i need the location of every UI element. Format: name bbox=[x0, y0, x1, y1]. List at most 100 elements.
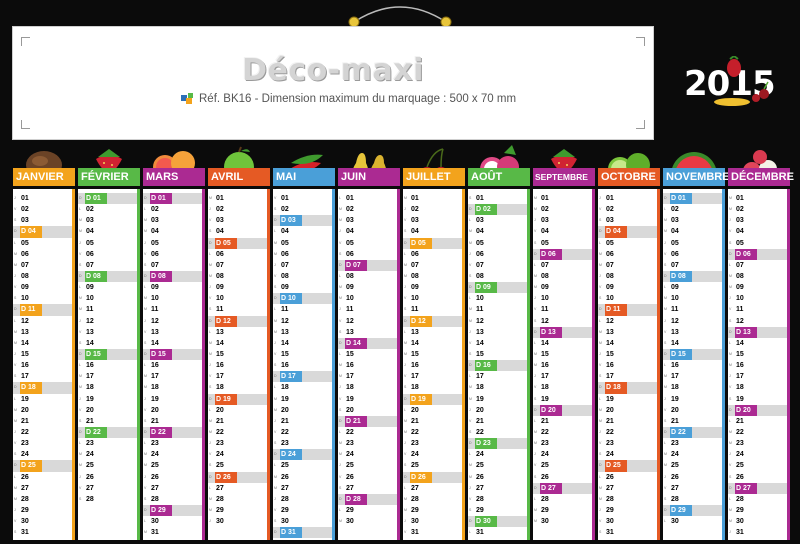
day-row: M 02 bbox=[534, 206, 549, 214]
day-row: J 29 bbox=[14, 507, 29, 514]
day-row: M 28 bbox=[14, 495, 29, 503]
month-column: JUILLET M 01 J 02 V 03 S 04 D D 05 L 06 M 07 M 08 J 09 V 10 S… bbox=[403, 145, 465, 540]
day-row: V 17 bbox=[404, 373, 419, 381]
day-row: L 06 bbox=[209, 250, 224, 258]
day-row: S 10 bbox=[14, 295, 29, 303]
day-row: L 02 bbox=[144, 206, 159, 214]
day-row: S 07 bbox=[144, 261, 159, 269]
day-row: M 28 bbox=[404, 495, 419, 503]
day-row: M 19 bbox=[469, 395, 484, 403]
day-row: V 16 bbox=[599, 362, 614, 370]
month-header: SEPTEMBRE bbox=[533, 168, 595, 186]
day-row: S 05 bbox=[534, 239, 549, 247]
day-row: M 04 bbox=[79, 228, 94, 236]
day-row: M 11 bbox=[469, 306, 484, 314]
day-row: S 07 bbox=[664, 261, 679, 269]
crop-mark bbox=[636, 37, 645, 46]
day-row: S 22 bbox=[469, 429, 484, 436]
day-row: M 16 bbox=[534, 362, 549, 370]
day-row: L 03 bbox=[469, 217, 484, 225]
month-accent-bar bbox=[137, 189, 140, 540]
day-row: S 03 bbox=[599, 217, 614, 225]
day-row: M 14 bbox=[599, 339, 614, 347]
day-row: M 20 bbox=[14, 406, 29, 414]
day-row: V 21 bbox=[469, 417, 484, 425]
day-row: V 04 bbox=[729, 228, 744, 236]
day-row: M 29 bbox=[404, 507, 419, 514]
day-row: M 22 bbox=[209, 429, 224, 436]
day-row: L 31 bbox=[469, 529, 484, 537]
month-header: JUILLET bbox=[403, 168, 465, 186]
month-column: AVRIL M 01 J 02 V 03 S 04 D D 05 L 06 M 07 M 08 J 09 V 10 S 11… bbox=[208, 145, 270, 540]
day-row: M 07 bbox=[209, 261, 224, 269]
month-header: AVRIL bbox=[208, 168, 270, 186]
day-row: M 21 bbox=[209, 417, 224, 425]
month-column: MAI V 01 S 02 D D 03 L 04 M 05 M 06 J 07 V 08 S 09 D D 10 L 11… bbox=[273, 145, 335, 540]
day-row: L 09 bbox=[144, 284, 159, 292]
day-row: L 28 bbox=[729, 495, 744, 503]
day-row: S 27 bbox=[339, 484, 354, 492]
day-row: S 15 bbox=[469, 351, 484, 358]
day-row: S 12 bbox=[729, 317, 744, 325]
day-row: M 22 bbox=[404, 429, 419, 436]
day-row: S 06 bbox=[339, 250, 354, 258]
day-row: V 20 bbox=[664, 406, 679, 414]
day-row: M 23 bbox=[339, 440, 354, 448]
month-days: V 01 S 02 D D 03 L 04 M 05 M 06 J 07 V 08 S 09 D D 10 L 11 M 12… bbox=[273, 189, 335, 540]
day-row: S 11 bbox=[209, 306, 224, 314]
day-row: S 19 bbox=[729, 395, 744, 403]
day-row: M 25 bbox=[664, 462, 679, 470]
day-row: S 29 bbox=[469, 507, 484, 514]
day-row: S 01 bbox=[469, 195, 484, 202]
day-row: M 24 bbox=[79, 451, 94, 459]
day-row: M 27 bbox=[14, 484, 29, 492]
day-row: M 26 bbox=[274, 473, 289, 481]
day-row: J 18 bbox=[339, 384, 354, 392]
month-days: S 01 D D 02 L 03 M 04 M 05 J 06 V 07 S 08 D D 09 L 10 M 11 M 12… bbox=[468, 189, 530, 540]
day-row: J 17 bbox=[534, 373, 549, 381]
day-row: V 06 bbox=[79, 250, 94, 258]
day-row: V 07 bbox=[469, 261, 484, 269]
day-row: L 09 bbox=[664, 284, 679, 292]
day-row: V 27 bbox=[664, 484, 679, 492]
day-row: S 02 bbox=[274, 206, 289, 214]
day-row: J 29 bbox=[599, 507, 614, 514]
day-row: V 09 bbox=[599, 284, 614, 292]
day-row: J 30 bbox=[209, 518, 224, 526]
day-row: S 21 bbox=[664, 417, 679, 425]
day-row: M 15 bbox=[729, 351, 744, 358]
day-row: V 25 bbox=[534, 462, 549, 470]
day-row: L 19 bbox=[14, 395, 29, 403]
day-row: M 18 bbox=[664, 384, 679, 392]
day-row: V 13 bbox=[144, 328, 159, 336]
day-row: J 08 bbox=[14, 273, 29, 280]
day-row: L 17 bbox=[469, 373, 484, 381]
day-row: J 30 bbox=[404, 518, 419, 526]
strawberry-icon bbox=[551, 149, 577, 172]
day-row: S 19 bbox=[534, 395, 549, 403]
day-row: L 04 bbox=[274, 228, 289, 236]
day-row: M 13 bbox=[274, 328, 289, 336]
day-row: V 30 bbox=[14, 518, 29, 526]
day-row: L 16 bbox=[144, 362, 159, 370]
day-row: M 24 bbox=[664, 451, 679, 459]
month-accent-bar bbox=[722, 189, 725, 540]
day-row: J 12 bbox=[79, 317, 94, 325]
day-row: S 10 bbox=[599, 295, 614, 303]
day-row: J 16 bbox=[209, 362, 224, 370]
day-row: L 23 bbox=[144, 440, 159, 448]
day-row: M 29 bbox=[534, 507, 549, 514]
